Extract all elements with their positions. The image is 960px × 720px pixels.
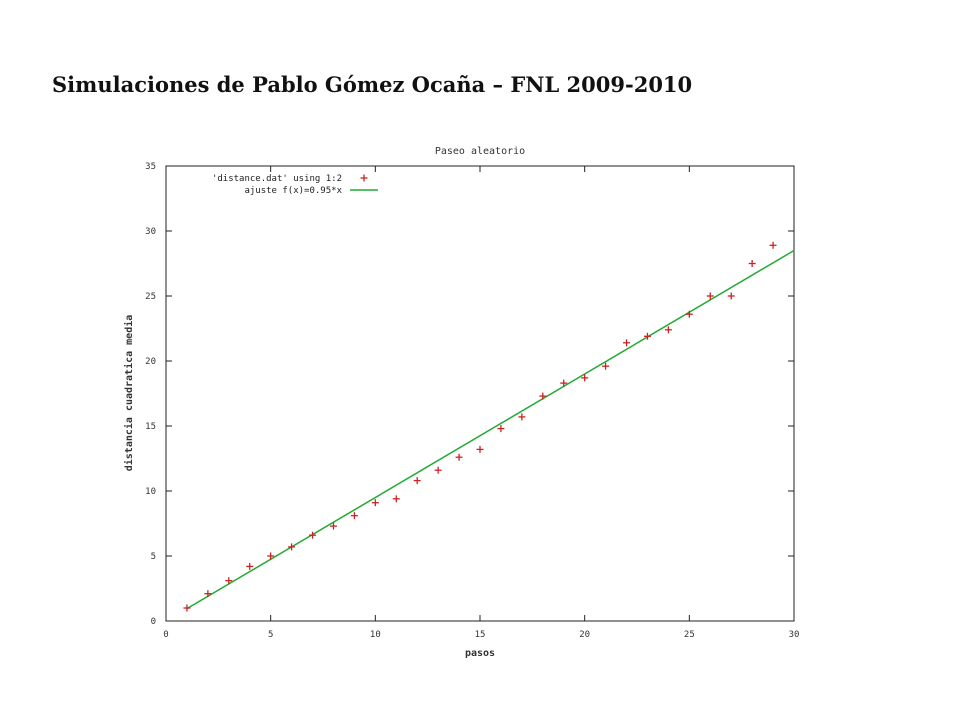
data-point <box>706 292 714 300</box>
legend: 'distance.dat' using 1:2 ajuste f(x)=0.95… <box>212 174 378 196</box>
x-tick-label: 20 <box>579 630 590 640</box>
tick-layer: 0 5 10 15 20 25 30 0 5 10 15 20 25 30 35 <box>145 162 799 640</box>
slide-heading: Simulaciones de Pablo Gómez Ocaña – FNL … <box>52 72 693 97</box>
series-layer <box>183 241 795 612</box>
y-tick-label: 20 <box>145 357 156 367</box>
data-point <box>434 466 442 474</box>
data-point <box>748 260 756 267</box>
y-axis-label: distancia cuadratica media <box>123 315 135 472</box>
y-tick-label: 30 <box>145 227 156 237</box>
data-point <box>602 362 610 370</box>
data-point <box>643 332 651 340</box>
data-point <box>476 445 484 453</box>
data-point <box>350 512 358 520</box>
data-point <box>497 425 505 433</box>
plot-frame <box>165 165 795 622</box>
x-tick-label: 5 <box>268 630 273 640</box>
data-point <box>329 522 337 530</box>
y-tick-label: 5 <box>151 552 156 562</box>
data-point <box>455 453 463 461</box>
data-point <box>392 495 400 503</box>
data-point <box>623 339 631 347</box>
data-point <box>769 241 777 249</box>
data-point <box>288 543 296 551</box>
x-tick-label: 15 <box>475 630 486 640</box>
data-point <box>183 604 191 612</box>
data-point <box>371 499 379 507</box>
chart-container: Paseo aleatorio 0 5 10 15 20 25 30 0 5 10 15 20 25 30… <box>118 134 818 664</box>
y-tick-label: 0 <box>151 617 156 627</box>
fit-line <box>186 249 795 610</box>
x-tick-label: 10 <box>370 630 381 640</box>
data-point <box>685 310 693 318</box>
y-tick-label: 10 <box>145 487 156 497</box>
data-point <box>309 531 317 539</box>
data-point <box>727 292 735 300</box>
legend-entry-label: 'distance.dat' using 1:2 <box>212 174 342 184</box>
data-point <box>539 392 547 400</box>
x-axis-label: pasos <box>465 648 495 659</box>
x-tick-label: 0 <box>163 630 168 640</box>
data-point <box>225 577 233 585</box>
data-point <box>581 374 589 382</box>
x-tick-label: 25 <box>684 630 695 640</box>
y-tick-label: 15 <box>145 422 156 432</box>
x-tick-label: 30 <box>789 630 800 640</box>
legend-entry-label: ajuste f(x)=0.95*x <box>244 186 342 196</box>
data-point <box>560 379 568 387</box>
data-point <box>246 562 254 570</box>
data-point <box>664 326 672 334</box>
scatter-chart: Paseo aleatorio 0 5 10 15 20 25 30 0 5 10 15 20 25 30… <box>123 146 799 659</box>
data-point <box>413 477 421 485</box>
data-point <box>204 590 212 598</box>
data-point <box>267 552 275 560</box>
data-point <box>518 413 526 421</box>
y-tick-label: 25 <box>145 292 156 302</box>
chart-title: Paseo aleatorio <box>435 146 525 157</box>
y-tick-label: 35 <box>145 162 156 172</box>
